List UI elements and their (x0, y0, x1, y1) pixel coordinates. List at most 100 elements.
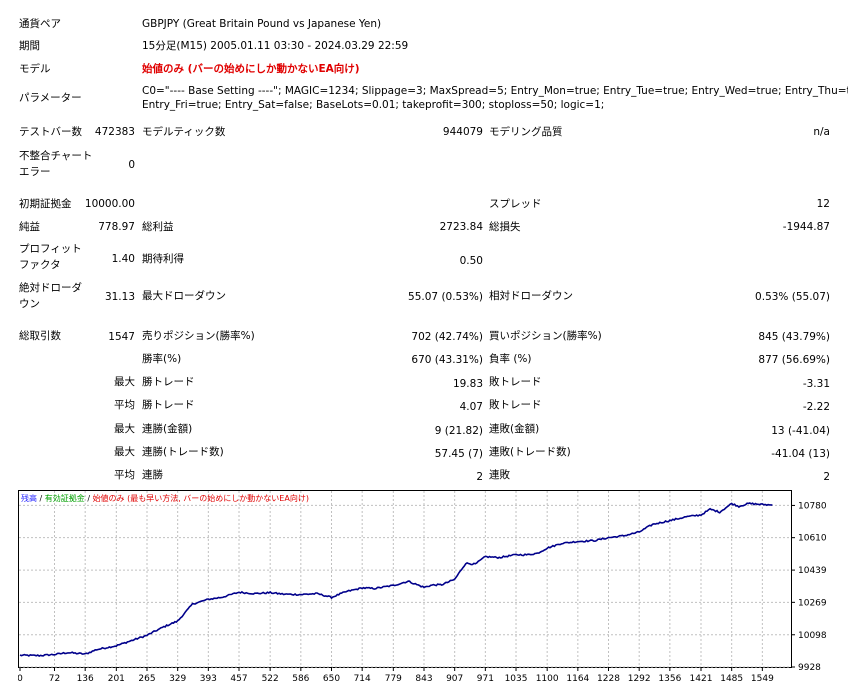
balance-chart-svg: 0 72 136 201 265 329 393 457 522 586 650 714 779 843 9… (18, 490, 827, 684)
profit-factor-label-line-1: プロフィット (19, 243, 82, 255)
gross-loss-value: -1944.87 (782, 221, 830, 233)
max-consecutive-count-prefix: 最大 (114, 446, 135, 458)
largest-prefix: 最大 (114, 376, 135, 388)
mismatch-value: 0 (128, 159, 135, 171)
mismatch-label-line-1: 不整合チャート (19, 150, 93, 162)
y-tick-label: 10780 (798, 501, 827, 511)
x-tick-label: 1228 (597, 674, 620, 684)
spread-label: スプレッド (489, 198, 542, 210)
bars-value: 472383 (94, 126, 135, 138)
gross-profit-label: 総利益 (142, 221, 174, 233)
x-tick-label: 714 (354, 674, 371, 684)
x-tick-label: 522 (262, 674, 279, 684)
x-tick-label: 72 (49, 674, 60, 684)
average-consecutive-wins-label: 連勝 (142, 469, 163, 481)
ticks-label: モデルティック数 (142, 126, 226, 138)
x-tick-label: 1100 (536, 674, 559, 684)
x-tick-label: 1035 (505, 674, 528, 684)
bars-label: テストバー数 (19, 126, 82, 138)
legend-balance: 残高 (21, 493, 37, 503)
max-consecutive-losses-count-label: 連敗(トレード数) (489, 446, 571, 458)
x-tick-label: 907 (446, 674, 463, 684)
y-tick-label: 10098 (798, 631, 827, 641)
legend-separator-2: / (85, 494, 93, 503)
max-consecutive-wins-count-value: 57.45 (7) (434, 448, 483, 460)
quality-value: n/a (813, 126, 830, 138)
quality-label: モデリング品質 (489, 126, 563, 138)
plot-frame (18, 490, 792, 668)
max-consecutive-losses-count-value: -41.04 (13) (771, 448, 830, 460)
loss-trades-value: 877 (56.69%) (758, 354, 830, 366)
y-tick-label: 10439 (798, 566, 827, 576)
mismatch-label-line-2: エラー (19, 166, 51, 178)
long-positions-label: 買いポジション(勝率%) (489, 330, 602, 342)
maximal-drawdown-label: 最大ドローダウン (142, 290, 226, 302)
x-tick-label: 393 (200, 674, 217, 684)
profit-factor-label-line-2: ファクタ (19, 259, 61, 271)
average-consecutive-prefix: 平均 (114, 469, 135, 481)
average-consecutive-losses-label: 連敗 (489, 469, 510, 481)
spread-value: 12 (816, 198, 830, 210)
x-axis-ticks: 0 72 136 201 265 329 393 457 522 586 650 714 779 843 9… (18, 667, 774, 684)
params-line-1: C0="---- Base Setting ----"; MAGIC=1234;… (142, 85, 848, 97)
period-value: 15分足(M15) 2005.01.11 03:30 - 2024.03.29 … (142, 40, 409, 52)
balance-chart: 0 72 136 201 265 329 393 457 522 586 650 714 779 843 9… (18, 490, 848, 689)
average-prefix: 平均 (114, 399, 135, 411)
average-consecutive-wins-value: 2 (476, 471, 483, 483)
maximal-drawdown-value: 55.07 (0.53%) (408, 291, 483, 303)
average-consecutive-losses-value: 2 (823, 471, 830, 483)
total-trades-label: 総取引数 (19, 330, 61, 342)
x-tick-label: 1164 (566, 674, 589, 684)
short-positions-label: 売りポジション(勝率%) (142, 330, 255, 342)
chart-legend: 残高 / 有効証拠金 / 始値のみ (最も早い方法, バーの始めにしか動かないE… (21, 493, 309, 503)
expected-payoff-label: 期待利得 (142, 253, 184, 265)
absolute-drawdown-value: 31.13 (104, 291, 135, 303)
total-trades-value: 1547 (108, 331, 135, 343)
y-axis-ticks: 9928 10098 10269 10439 10610 10780 (791, 501, 827, 673)
deposit-label: 初期証拠金 (19, 198, 72, 210)
x-tick-label: 779 (385, 674, 402, 684)
short-positions-value: 702 (42.74%) (411, 331, 483, 343)
profit-trades-value: 670 (43.31%) (411, 354, 483, 366)
x-tick-label: 457 (230, 674, 247, 684)
net-profit-value: 778.97 (98, 221, 135, 233)
y-tick-label: 10269 (798, 598, 827, 608)
expected-payoff-value: 0.50 (459, 255, 483, 267)
legend-equity: 有効証拠金 (45, 493, 85, 503)
legend-model: 始値のみ (最も早い方法, バーの始めにしか動かないEA向け) (93, 493, 309, 503)
y-tick-label: 9928 (798, 663, 821, 673)
x-tick-label: 0 (18, 674, 23, 684)
gross-profit-value: 2723.84 (439, 221, 483, 233)
largest-win-value: 19.83 (452, 378, 483, 390)
x-tick-label: 201 (108, 674, 125, 684)
x-tick-label: 1292 (628, 674, 651, 684)
y-tick-label: 10610 (798, 534, 827, 544)
legend-separator-1: / (37, 494, 45, 503)
average-loss-value: -2.22 (802, 401, 830, 413)
net-profit-label: 純益 (19, 221, 40, 233)
largest-loss-label: 敗トレード (489, 376, 542, 388)
long-positions-value: 845 (43.79%) (758, 331, 830, 343)
deposit-value: 10000.00 (84, 198, 135, 210)
loss-trades-label: 負率 (%) (489, 353, 532, 365)
profit-trades-label: 勝率(%) (142, 353, 182, 365)
x-tick-label: 1485 (720, 674, 743, 684)
max-consecutive-wins-amount-label: 連勝(金額) (142, 423, 193, 435)
max-consecutive-losses-amount-value: 13 (-41.04) (771, 425, 830, 437)
x-tick-label: 971 (477, 674, 494, 684)
max-consecutive-amount-prefix: 最大 (114, 423, 135, 435)
average-win-label: 勝トレード (142, 399, 195, 411)
gross-loss-label: 総損失 (489, 221, 521, 233)
symbol-value: GBPJPY (Great Britain Pound vs Japanese … (142, 18, 382, 30)
x-tick-label: 1549 (751, 674, 774, 684)
largest-win-label: 勝トレード (142, 376, 195, 388)
max-consecutive-wins-count-label: 連勝(トレード数) (142, 446, 224, 458)
balance-series-line (19, 502, 773, 658)
absolute-drawdown-label-line-1: 絶対ドローダ (19, 282, 82, 294)
average-loss-label: 敗トレード (489, 399, 542, 411)
series-layer (19, 502, 773, 658)
symbol-label: 通貨ペア (19, 18, 61, 30)
x-tick-label: 1421 (690, 674, 713, 684)
x-tick-label: 136 (77, 674, 94, 684)
ticks-value: 944079 (442, 126, 483, 138)
